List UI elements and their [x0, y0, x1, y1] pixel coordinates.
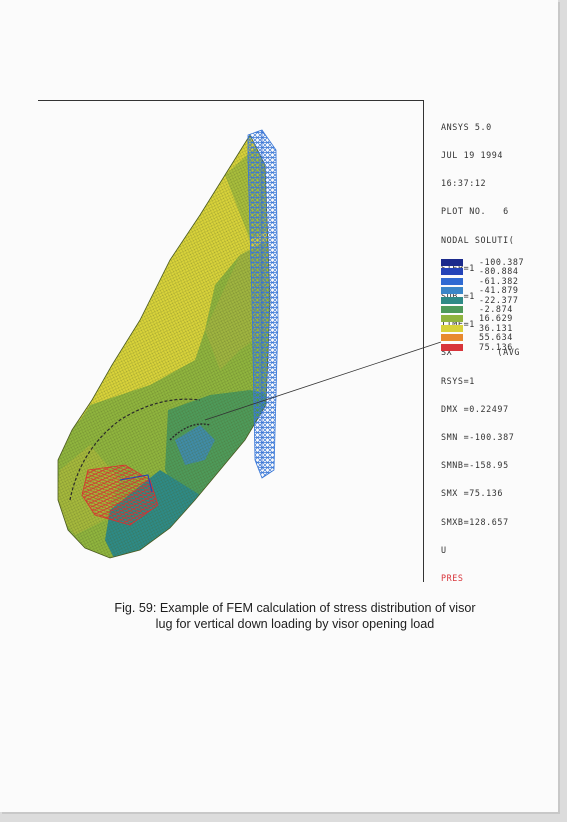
legend-swatch — [441, 315, 463, 322]
legend-swatch — [441, 344, 463, 351]
legend-swatch — [441, 297, 463, 304]
ansys-dmx: DMX =0.22497 — [441, 405, 561, 414]
stress-legend: -100.387 -80.884 -61.382 -41.879 -22.377… — [441, 258, 561, 352]
legend-swatch — [441, 325, 463, 332]
ansys-rsys: RSYS=1 — [441, 377, 561, 386]
ansys-smnb: SMNB=-158.95 — [441, 461, 561, 470]
caption-line-2: lug for vertical down loading by visor o… — [100, 616, 490, 632]
ansys-u-label: U — [441, 546, 561, 555]
ansys-plot-no: PLOT NO. 6 — [441, 207, 561, 216]
ansys-smx: SMX =75.136 — [441, 489, 561, 498]
legend-swatch — [441, 306, 463, 313]
ansys-smn: SMN =-100.387 — [441, 433, 561, 442]
ansys-version: ANSYS 5.0 — [441, 123, 561, 132]
ansys-pres-label: PRES — [441, 574, 561, 583]
legend-row: 75.136 — [441, 343, 561, 352]
legend-value: 75.136 — [479, 343, 513, 352]
caption-line-1: Fig. 59: Example of FEM calculation of s… — [100, 600, 490, 616]
legend-swatch — [441, 334, 463, 341]
ansys-smxb: SMXB=128.657 — [441, 518, 561, 527]
fem-body-contours — [40, 120, 280, 570]
ansys-solution-type: NODAL SOLUTI( — [441, 236, 561, 245]
legend-swatch — [441, 268, 463, 275]
legend-swatch — [441, 287, 463, 294]
ansys-time: 16:37:12 — [441, 179, 561, 188]
ansys-date: JUL 19 1994 — [441, 151, 561, 160]
legend-swatch — [441, 278, 463, 285]
figure-caption: Fig. 59: Example of FEM calculation of s… — [100, 600, 490, 632]
legend-swatch — [441, 259, 463, 266]
